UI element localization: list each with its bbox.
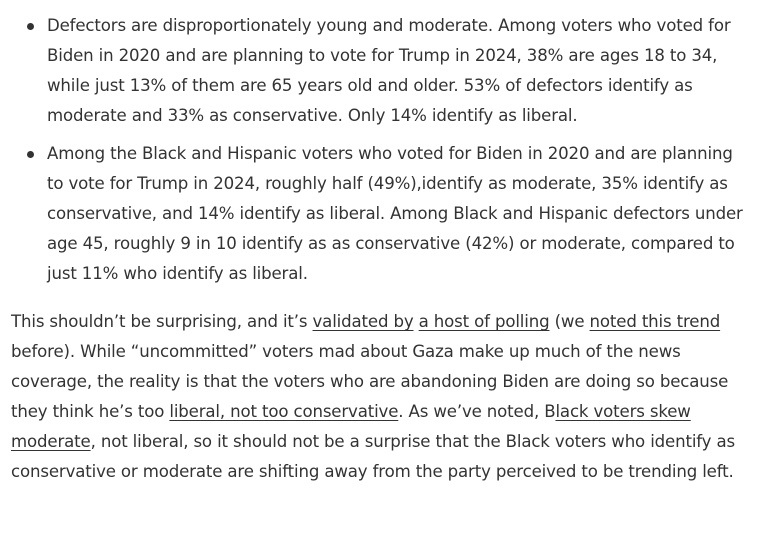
bullet-text: Defectors are disproportionately young a… (47, 16, 731, 125)
paragraph-text: (we (549, 312, 590, 331)
bullet-dot-icon (27, 151, 34, 158)
link-host-of-polling[interactable]: a host of polling (418, 312, 550, 331)
link-liberal-not-conservative[interactable]: liberal, not too conservative (169, 402, 399, 421)
link-validated-by[interactable]: validated by (312, 312, 414, 331)
bullet-dot-icon (27, 23, 34, 30)
bullet-text: Among the Black and Hispanic voters who … (47, 144, 743, 283)
paragraph-text: . As we’ve noted, B (398, 402, 556, 421)
bullet-list: Defectors are disproportionately young a… (11, 11, 743, 289)
link-noted-this-trend[interactable]: noted this trend (589, 312, 721, 331)
paragraph-text: , not liberal, so it should not be a sur… (11, 432, 735, 481)
paragraph-text: before). While “uncommitted” voters mad … (11, 342, 729, 421)
body-paragraph: This shouldn’t be surprising, and it’s v… (11, 307, 743, 487)
link-black-voters-skew-moderate[interactable]: lack voters skew moderate (11, 402, 691, 451)
list-item: Defectors are disproportionately young a… (11, 11, 743, 131)
paragraph-text: This shouldn’t be surprising, and it’s (11, 312, 313, 331)
list-item: Among the Black and Hispanic voters who … (11, 139, 743, 289)
